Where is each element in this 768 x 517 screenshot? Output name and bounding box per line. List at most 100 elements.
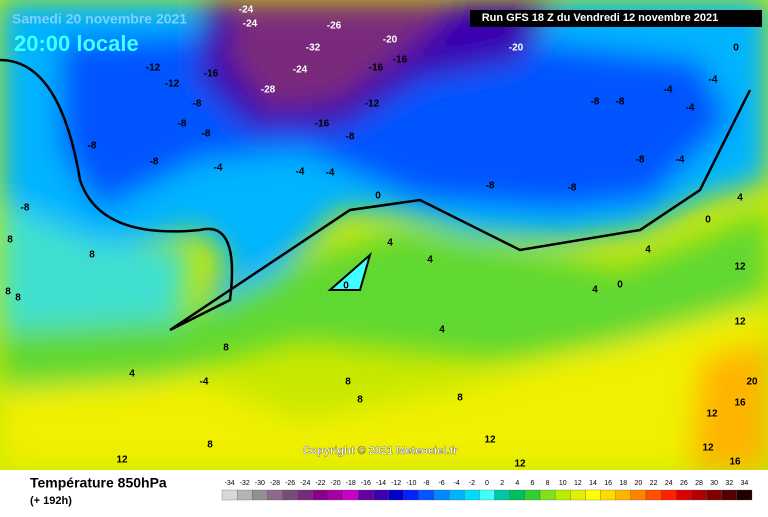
contour-label: -24 <box>293 65 308 76</box>
legend-swatch <box>282 489 298 501</box>
contour-labels: -24 -24 -26 -32 -24 -28 -20 -16 -16 -20 -12 -16 -8 -1… <box>5 5 758 470</box>
contour-label: 0 <box>375 191 381 202</box>
contour-label: 4 <box>645 245 651 256</box>
legend-label: -6 <box>438 480 444 487</box>
contour-label: -4 <box>214 163 223 174</box>
contour-label: 8 <box>7 235 13 246</box>
legend-swatch <box>433 489 450 501</box>
contour-label: 4 <box>387 238 393 249</box>
contour-label: -8 <box>591 97 600 108</box>
contour-label: -8 <box>21 203 30 214</box>
legend-swatch <box>645 489 662 501</box>
contour-label: -16 <box>315 119 330 130</box>
legend-swatch <box>600 489 616 501</box>
contour-label: 8 <box>5 287 11 298</box>
contour-label: -4 <box>296 167 305 178</box>
contour-label: 12 <box>734 262 746 273</box>
contour-label: 0 <box>705 215 711 226</box>
contour-label: 12 <box>116 455 128 466</box>
contour-label: -16 <box>369 63 384 74</box>
contour-label: 8 <box>345 377 351 388</box>
legend-label: -4 <box>454 480 460 487</box>
legend-swatch <box>630 489 647 501</box>
legend-swatch <box>494 489 510 501</box>
legend-swatch <box>327 489 344 501</box>
legend-swatch <box>615 489 632 501</box>
contour-label: -12 <box>365 99 380 110</box>
legend-swatch <box>221 489 238 501</box>
legend-swatch <box>721 489 738 501</box>
legend-swatch <box>403 489 420 501</box>
contour-label: -8 <box>150 157 159 168</box>
contour-label: -32 <box>306 43 321 54</box>
map-background <box>0 0 768 470</box>
contour-label: -20 <box>383 35 398 46</box>
legend-swatch <box>373 489 389 501</box>
legend-swatch <box>676 489 692 501</box>
legend-swatch <box>479 489 495 501</box>
legend-label: 8 <box>546 480 550 487</box>
legend-label: -32 <box>240 480 250 487</box>
legend-label: 12 <box>574 480 582 487</box>
contour-label: 16 <box>729 457 741 468</box>
contour-label: -12 <box>165 79 180 90</box>
footer-lead: (+ 192h) <box>30 495 72 507</box>
contour-label: -24 <box>243 19 258 30</box>
legend-label: 2 <box>500 480 504 487</box>
legend-label: 0 <box>485 480 489 487</box>
contour-label: -8 <box>486 181 495 192</box>
legend-label: -2 <box>469 480 475 487</box>
contour-label: -24 <box>239 5 254 16</box>
contour-label: 8 <box>457 393 463 404</box>
legend-label: 18 <box>619 480 627 487</box>
contour-label: 12 <box>706 409 718 420</box>
copyright: Copyright © 2021 Meteociel.fr <box>303 445 459 457</box>
legend-label: -34 <box>225 480 235 487</box>
contour-label: -8 <box>178 119 187 130</box>
legend-label: 26 <box>680 480 688 487</box>
contour-label: -8 <box>616 97 625 108</box>
legend-swatch <box>358 489 374 501</box>
legend-label: -24 <box>300 480 310 487</box>
legend-swatch <box>236 489 253 501</box>
legend-swatch <box>691 489 707 501</box>
contour-label: 4 <box>427 255 433 266</box>
legend-swatch <box>388 489 404 501</box>
legend-label: 34 <box>741 480 749 487</box>
contour-label: -4 <box>664 85 673 96</box>
legend-swatch <box>524 489 541 501</box>
legend-label: 14 <box>589 480 597 487</box>
legend-swatch <box>736 489 753 501</box>
contour-label: -16 <box>204 69 219 80</box>
time: 20:00 locale <box>14 31 139 56</box>
contour-label: 0 <box>617 280 623 291</box>
legend-label: -18 <box>346 480 356 487</box>
contour-label: -4 <box>326 168 335 179</box>
contour-label: -28 <box>261 85 276 96</box>
contour-label: -26 <box>327 21 342 32</box>
legend-label: 32 <box>725 480 733 487</box>
contour-label: 8 <box>207 440 213 451</box>
legend-swatch <box>267 489 283 501</box>
legend-swatch <box>464 489 480 501</box>
color-legend: -34 -32 -30 -28 -26 -24 -22 -20 -18 -16 -14 -12 -10-… <box>221 480 753 501</box>
legend-label: 20 <box>635 480 643 487</box>
contour-label: 8 <box>357 395 363 406</box>
legend-label: -22 <box>315 480 325 487</box>
legend-swatch <box>252 489 268 501</box>
contour-label: 8 <box>223 343 229 354</box>
contour-label: 8 <box>15 293 21 304</box>
legend-label: -12 <box>391 480 401 487</box>
legend-swatch <box>706 489 722 501</box>
legend-label: 28 <box>695 480 703 487</box>
legend-label: -28 <box>270 480 280 487</box>
contour-label: -8 <box>568 183 577 194</box>
legend-label: 24 <box>665 480 673 487</box>
legend-swatch <box>297 489 314 501</box>
legend-swatch <box>570 489 586 501</box>
contour-label: -20 <box>509 43 524 54</box>
legend-swatch <box>448 489 465 501</box>
contour-label: -4 <box>200 377 209 388</box>
